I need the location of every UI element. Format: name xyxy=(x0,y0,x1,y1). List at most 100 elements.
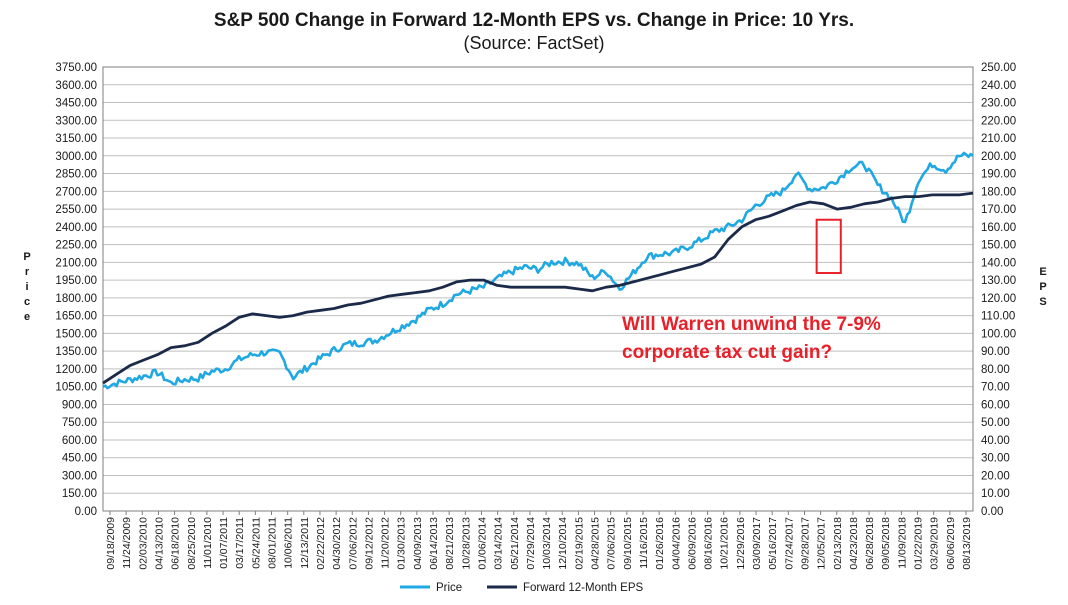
x-tick-label: 09/10/2015 xyxy=(622,517,634,570)
x-tick-label: 12/10/2014 xyxy=(557,517,569,570)
y-tick-left: 600.00 xyxy=(62,435,97,447)
y-tick-left: 1650.00 xyxy=(55,311,97,323)
y-tick-right: 100.00 xyxy=(981,328,1016,340)
x-tick-label: 01/07/2011 xyxy=(218,517,230,569)
y-tick-right: 20.00 xyxy=(981,470,1010,482)
chart-title: S&P 500 Change in Forward 12-Month EPS v… xyxy=(214,10,854,31)
legend-label: Price xyxy=(436,582,462,594)
y-tick-right: 130.00 xyxy=(981,275,1016,287)
x-tick-label: 06/18/2010 xyxy=(170,517,182,570)
y-tick-right: 230.00 xyxy=(981,98,1016,110)
x-tick-label: 02/22/2012 xyxy=(315,517,327,570)
x-tick-label: 04/13/2010 xyxy=(153,517,165,570)
x-tick-label: 05/21/2014 xyxy=(509,517,521,570)
x-tick-label: 11/09/2018 xyxy=(896,517,908,569)
y-tick-left: 2550.00 xyxy=(55,204,97,216)
x-tick-label: 04/30/2012 xyxy=(331,517,343,570)
annotation-line-1: Will Warren unwind the 7-9% xyxy=(622,314,881,335)
y-tick-right: 140.00 xyxy=(981,257,1016,269)
series-eps-line xyxy=(102,191,974,385)
x-tick-label: 09/28/2017 xyxy=(799,517,811,570)
x-tick-label: 01/26/2016 xyxy=(654,517,666,570)
x-tick-label: 11/24/2009 xyxy=(121,517,133,569)
legend-label: Forward 12-Month EPS xyxy=(523,582,643,594)
chart-subtitle: (Source: FactSet) xyxy=(463,33,604,53)
y-tick-right: 80.00 xyxy=(981,364,1010,376)
plot-area xyxy=(102,66,974,512)
y-tick-right: 190.00 xyxy=(981,169,1016,181)
x-tick-label: 12/05/2017 xyxy=(816,517,828,570)
y-tick-left: 3300.00 xyxy=(55,115,97,127)
y-tick-right: 180.00 xyxy=(981,186,1016,198)
legend: Price Forward 12-Month EPS xyxy=(400,582,643,594)
y-tick-left: 450.00 xyxy=(62,453,97,465)
y-tick-left: 1200.00 xyxy=(55,364,97,376)
x-tick-label: 12/13/2011 xyxy=(299,517,311,569)
y-tick-left: 3750.00 xyxy=(55,62,97,74)
y-tick-right: 50.00 xyxy=(981,417,1010,429)
y-tick-left: 1050.00 xyxy=(55,382,97,394)
x-tick-label: 04/04/2016 xyxy=(670,517,682,570)
y-tick-right: 170.00 xyxy=(981,204,1016,216)
y-tick-right: 150.00 xyxy=(981,240,1016,252)
x-tick-label: 09/05/2018 xyxy=(880,517,892,570)
right-y-axis: 0.00 10.00 20.00 30.00 40.00 50.00 60.00 70.00 8… xyxy=(981,62,1016,518)
y-tick-left: 150.00 xyxy=(62,488,97,500)
x-tick-label: 03/17/2011 xyxy=(234,517,246,569)
x-tick-label: 05/24/2011 xyxy=(250,517,262,569)
x-tick-label: 08/16/2016 xyxy=(703,517,715,570)
y-tick-left: 0.00 xyxy=(75,506,97,518)
y-tick-left: 750.00 xyxy=(62,417,97,429)
y-tick-right: 120.00 xyxy=(981,293,1016,305)
x-tick-label: 07/06/2012 xyxy=(347,517,359,570)
x-tick-label: 10/03/2014 xyxy=(541,517,553,570)
x-tick-label: 09/12/2012 xyxy=(363,517,375,570)
highlight-box xyxy=(815,218,842,275)
x-tick-label: 06/28/2018 xyxy=(864,517,876,570)
x-tick-label: 04/09/2013 xyxy=(412,517,424,570)
x-tick-label: 09/18/2009 xyxy=(105,517,117,570)
y-tick-right: 240.00 xyxy=(981,80,1016,92)
x-tick-label: 10/28/2013 xyxy=(460,517,472,570)
x-tick-label: 03/14/2014 xyxy=(493,517,505,570)
x-tick-label: 04/28/2015 xyxy=(590,517,602,570)
x-tick-label: 03/09/2017 xyxy=(751,517,763,570)
x-axis: 09/18/2009 11/24/2009 02/03/2010 04/13/2010… xyxy=(105,511,973,570)
y-tick-right: 60.00 xyxy=(981,399,1010,411)
x-tick-label: 11/01/2010 xyxy=(202,517,214,569)
y-tick-left: 1500.00 xyxy=(55,328,97,340)
y-tick-left: 2100.00 xyxy=(55,257,97,269)
y-tick-left: 2400.00 xyxy=(55,222,97,234)
x-tick-label: 02/03/2010 xyxy=(137,517,149,570)
x-tick-label: 08/13/2019 xyxy=(961,517,973,570)
annotation-line-2: corporate tax cut gain? xyxy=(622,342,832,363)
x-tick-label: 12/29/2016 xyxy=(735,517,747,570)
x-tick-label: 07/06/2015 xyxy=(606,517,618,570)
y-tick-left: 1350.00 xyxy=(55,346,97,358)
x-tick-label: 01/22/2019 xyxy=(913,517,925,570)
y-tick-right: 90.00 xyxy=(981,346,1010,358)
x-tick-label: 07/24/2017 xyxy=(783,517,795,570)
x-tick-label: 08/01/2011 xyxy=(267,517,279,569)
y-tick-right: 40.00 xyxy=(981,435,1010,447)
y-tick-left: 300.00 xyxy=(62,470,97,482)
y-tick-left: 3600.00 xyxy=(55,80,97,92)
y-tick-right: 10.00 xyxy=(981,488,1010,500)
x-tick-label: 02/19/2015 xyxy=(573,517,585,570)
x-tick-label: 01/30/2013 xyxy=(396,517,408,570)
y-tick-left: 3000.00 xyxy=(55,151,97,163)
y-tick-right: 0.00 xyxy=(981,506,1003,518)
x-tick-label: 11/20/2012 xyxy=(380,517,392,569)
series-lines xyxy=(102,151,974,390)
x-tick-label: 10/06/2011 xyxy=(283,517,295,569)
y-tick-right: 160.00 xyxy=(981,222,1016,234)
x-tick-label: 08/25/2010 xyxy=(186,517,198,570)
x-tick-label: 04/23/2018 xyxy=(848,517,860,570)
x-tick-label: 05/16/2017 xyxy=(767,517,779,570)
x-tick-label: 01/06/2014 xyxy=(476,517,488,570)
y-tick-left: 1950.00 xyxy=(55,275,97,287)
x-tick-label: 02/13/2018 xyxy=(832,517,844,570)
